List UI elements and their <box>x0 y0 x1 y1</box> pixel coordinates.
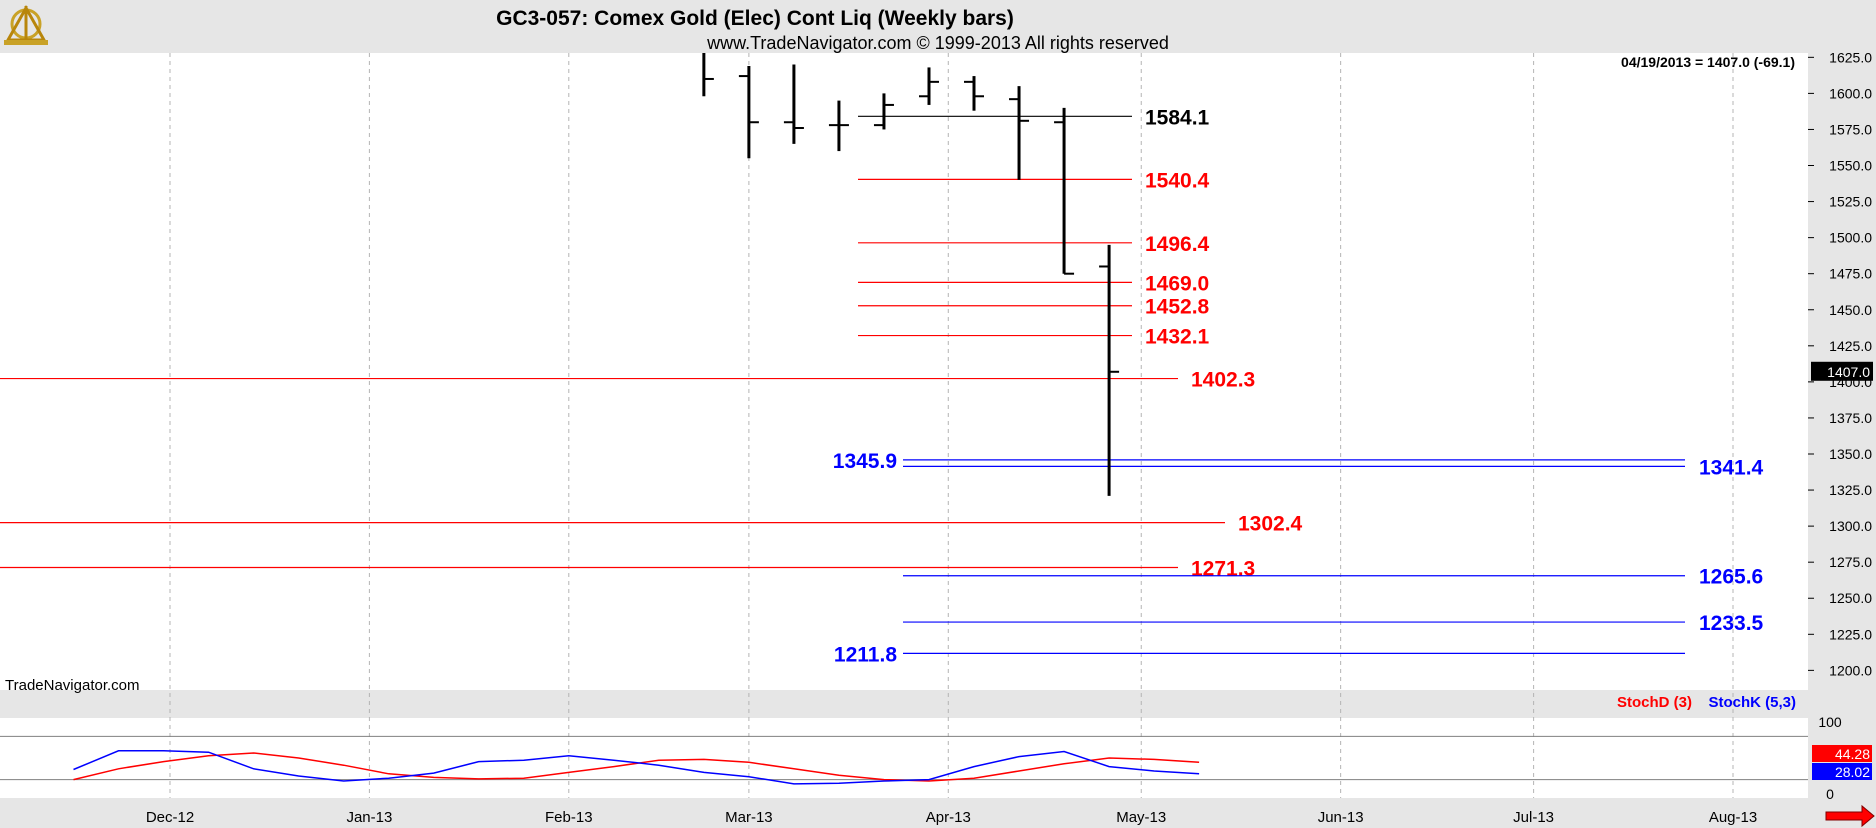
stochk-line <box>73 750 1200 785</box>
stochd-legend: StochD (3) <box>1617 694 1692 711</box>
y-tick-label: 1450.0 <box>1829 302 1872 318</box>
y-tick-label: 1500.0 <box>1829 230 1872 246</box>
indicator-separator <box>0 690 1808 720</box>
y-tick-label: 1475.0 <box>1829 266 1872 282</box>
level-label: 1265.6 <box>1699 566 1763 589</box>
date-axis: Dec-12 Jan-13 Feb-13 Mar-13 Apr-13 May-13 Jun-… <box>146 809 1757 826</box>
price-bar <box>783 64 804 144</box>
level-label: 1233.5 <box>1699 612 1764 635</box>
level-label: 1211.8 <box>834 643 897 666</box>
chart-title: GC3-057: Comex Gold (Elec) Cont Liq (Wee… <box>496 7 1014 30</box>
price-bar <box>918 67 939 105</box>
x-tick-label: May-13 <box>1116 809 1166 826</box>
indicator-panel-bg <box>0 718 1808 798</box>
y-tick-label: 1425.0 <box>1829 338 1872 354</box>
price-bar <box>1099 244 1120 496</box>
level-label: 1345.9 <box>833 450 897 473</box>
x-tick-label: Dec-12 <box>146 809 194 826</box>
x-tick-label: Jul-13 <box>1513 809 1554 826</box>
y-tick-label: 1225.0 <box>1829 626 1872 642</box>
y-tick-label: 1350.0 <box>1829 446 1872 462</box>
level-label: 1584.1 <box>1145 106 1210 129</box>
x-tick-label: Aug-13 <box>1709 809 1757 826</box>
price-axis: 1200.0 1225.0 1250.0 1275.0 1300.0 1325.0 1350… <box>1808 49 1873 678</box>
level-label: 1496.4 <box>1145 233 1210 256</box>
y-tick-label: 1200.0 <box>1829 662 1872 678</box>
x-tick-label: Apr-13 <box>926 809 971 826</box>
last-price-box <box>1811 361 1873 381</box>
y-tick-label: 1575.0 <box>1829 121 1872 137</box>
title-bar <box>0 0 1876 53</box>
y-tick-label: 1600.0 <box>1829 85 1872 101</box>
last-price-info: 04/19/2013 = 1407.0 (-69.1) <box>1621 54 1795 70</box>
last-price-label: 1407.0 <box>1827 364 1870 380</box>
stoch-tick-label: 100 <box>1818 714 1842 730</box>
price-bar <box>964 76 985 111</box>
level-label: 1302.4 <box>1238 513 1303 536</box>
chart-subtitle: www.TradeNavigator.com © 1999-2013 All r… <box>706 33 1169 53</box>
y-tick-label: 1375.0 <box>1829 410 1872 426</box>
x-tick-label: Jun-13 <box>1318 809 1364 826</box>
y-tick-label: 1525.0 <box>1829 194 1872 210</box>
stoch-value-box <box>1812 763 1872 780</box>
level-label: 1341.4 <box>1699 456 1764 479</box>
stochk-legend: StochK (5,3) <box>1708 694 1796 711</box>
level-label: 1402.3 <box>1191 369 1255 392</box>
date-axis-panel <box>0 798 1808 828</box>
stoch-tick-label: 0 <box>1826 786 1834 802</box>
y-tick-label: 1275.0 <box>1829 554 1872 570</box>
stoch-value-box <box>1812 745 1872 762</box>
y-tick-label: 1325.0 <box>1829 482 1872 498</box>
y-tick-label: 1250.0 <box>1829 590 1872 606</box>
y-tick-label: 1300.0 <box>1829 518 1872 534</box>
price-bar <box>702 53 714 97</box>
stoch-value-label: 44.28 <box>1835 746 1870 762</box>
level-label: 1271.3 <box>1191 558 1255 581</box>
grid-layer <box>169 53 1734 798</box>
level-label: 1469.0 <box>1145 272 1209 295</box>
x-tick-label: Mar-13 <box>725 809 773 826</box>
price-bar <box>738 65 759 159</box>
level-label: 1540.4 <box>1145 169 1210 192</box>
y-tick-label: 1625.0 <box>1829 49 1872 65</box>
stoch-value-label: 28.02 <box>1835 764 1870 780</box>
price-bar <box>1009 86 1030 180</box>
price-axis-panel <box>1808 53 1876 828</box>
stochastic-panel: 0 100 44.28 28.02 <box>0 714 1872 802</box>
scroll-right-arrow-icon[interactable] <box>1825 804 1875 828</box>
watermark: TradeNavigator.com <box>5 677 140 694</box>
price-bar <box>1054 107 1075 275</box>
price-bar <box>828 100 849 152</box>
y-tick-label: 1550.0 <box>1829 158 1872 174</box>
sextant-logo-icon <box>4 4 48 45</box>
x-tick-label: Jan-13 <box>346 809 392 826</box>
level-label: 1432.1 <box>1145 326 1210 349</box>
price-bars <box>702 53 1120 496</box>
price-bar <box>873 93 894 130</box>
level-label: 1452.8 <box>1145 296 1210 319</box>
x-tick-label: Feb-13 <box>545 809 593 826</box>
